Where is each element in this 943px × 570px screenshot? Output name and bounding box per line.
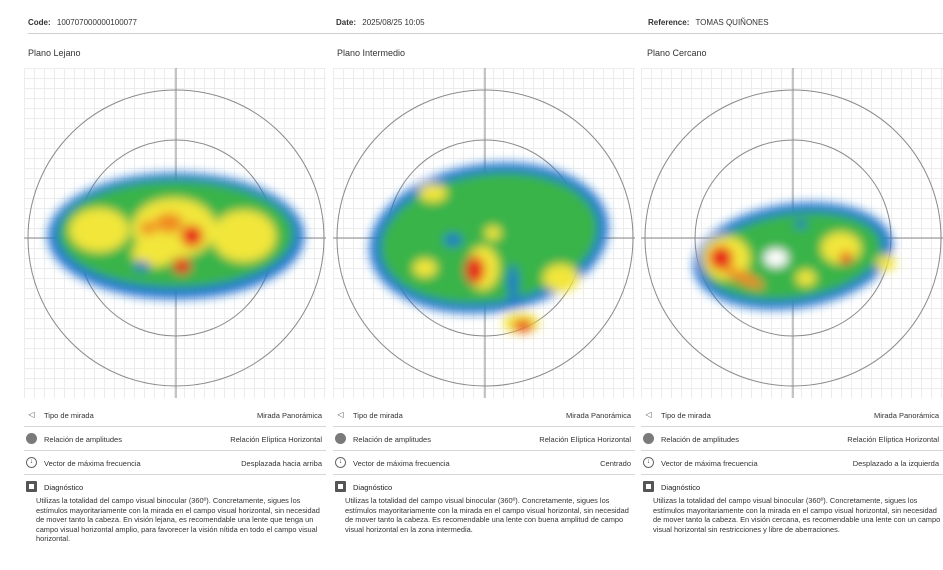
diagnostic-text: Utilizas la totalidad del campo visual b…: [345, 496, 629, 534]
reference-value: TOMAS QUIÑONES: [695, 18, 769, 27]
ellipse-icon: [643, 433, 654, 444]
row-value: Desplazado a la izquierda: [852, 459, 939, 468]
row-value: Centrado: [600, 459, 631, 468]
row-label: Relación de amplitudes: [44, 435, 122, 444]
row-label: Tipo de mirada: [44, 411, 94, 420]
panel-title: Plano Cercano: [647, 48, 707, 58]
panel-far: Plano Lejano: [24, 34, 326, 570]
row-max-frequency-vector: ↓ Vector de máxima frecuencia Desplazado…: [641, 452, 943, 475]
eye-icon: ◁: [28, 410, 35, 419]
row-gaze-type: ◁ Tipo de mirada Mirada Panorámica: [641, 404, 943, 427]
diagnostic-label: Diagnóstico: [353, 483, 393, 492]
heatmap-chart: [641, 68, 943, 398]
row-gaze-type: ◁ Tipo de mirada Mirada Panorámica: [24, 404, 326, 427]
heat-blob: [48, 173, 304, 299]
row-label: Vector de máxima frecuencia: [353, 459, 450, 468]
diagnostic-label: Diagnóstico: [661, 483, 701, 492]
panel-title: Plano Intermedio: [337, 48, 406, 58]
ellipse-icon: [26, 433, 37, 444]
row-value: Mirada Panorámica: [256, 411, 322, 420]
code-value: 100707000000100077: [56, 18, 137, 27]
diagnostic-text: Utilizas la totalidad del campo visual b…: [653, 496, 941, 534]
row-value: Relación Elíptica Horizontal: [539, 435, 631, 444]
date-value: 2025/08/25 10:05: [362, 18, 425, 27]
row-max-frequency-vector: ↓ Vector de máxima frecuencia Desplazada…: [24, 452, 326, 475]
diagnostic-header: Diagnóstico: [641, 479, 943, 497]
row-gaze-type: ◁ Tipo de mirada Mirada Panorámica: [333, 404, 635, 427]
row-value: Mirada Panorámica: [873, 411, 939, 420]
diagnostic-icon: [26, 481, 37, 492]
vector-icon: ↓: [26, 457, 37, 468]
row-value: Relación Elíptica Horizontal: [847, 435, 939, 444]
row-label: Tipo de mirada: [353, 411, 403, 420]
heatmap-chart: [24, 68, 326, 398]
diagnostic-header: Diagnóstico: [333, 479, 635, 497]
reference-label: Reference:: [648, 18, 690, 27]
row-label: Relación de amplitudes: [661, 435, 739, 444]
diagnostic-icon: [335, 481, 346, 492]
heatmap-chart: [333, 68, 635, 398]
visual-field-plot: [641, 68, 943, 398]
reference-field: Reference: TOMAS QUIÑONES: [648, 18, 769, 27]
eye-icon: ◁: [645, 410, 652, 419]
row-label: Relación de amplitudes: [353, 435, 431, 444]
visual-field-plot: [24, 68, 326, 398]
vector-icon: ↓: [335, 457, 346, 468]
date-label: Date:: [336, 18, 357, 27]
vector-icon: ↓: [643, 457, 654, 468]
heat-blob: [369, 162, 609, 333]
heat-blob: [693, 202, 896, 310]
panel-near: Plano Cercano: [641, 34, 943, 570]
code-field: Code: 100707000000100077: [28, 18, 137, 27]
eye-icon: ◁: [337, 410, 344, 419]
row-label: Vector de máxima frecuencia: [44, 459, 141, 468]
row-value: Mirada Panorámica: [565, 411, 631, 420]
row-amplitude-ratio: Relación de amplitudes Relación Elíptica…: [24, 428, 326, 451]
row-max-frequency-vector: ↓ Vector de máxima frecuencia Centrado: [333, 452, 635, 475]
diagnostic-header: Diagnóstico: [24, 479, 326, 497]
row-amplitude-ratio: Relación de amplitudes Relación Elíptica…: [641, 428, 943, 451]
panel-intermediate: Plano Intermedio: [333, 34, 635, 570]
row-value: Desplazada hacia arriba: [241, 459, 322, 468]
row-label: Tipo de mirada: [661, 411, 711, 420]
diagnostic-text: Utilizas la totalidad del campo visual b…: [36, 496, 320, 544]
date-field: Date: 2025/08/25 10:05: [336, 18, 425, 27]
header-divider: [28, 33, 943, 34]
row-value: Relación Elíptica Horizontal: [230, 435, 322, 444]
panel-title: Plano Lejano: [28, 48, 81, 58]
code-label: Code:: [28, 18, 51, 27]
ellipse-icon: [335, 433, 346, 444]
row-amplitude-ratio: Relación de amplitudes Relación Elíptica…: [333, 428, 635, 451]
diagnostic-icon: [643, 481, 654, 492]
diagnostic-label: Diagnóstico: [44, 483, 84, 492]
visual-field-plot: [333, 68, 635, 398]
row-label: Vector de máxima frecuencia: [661, 459, 758, 468]
